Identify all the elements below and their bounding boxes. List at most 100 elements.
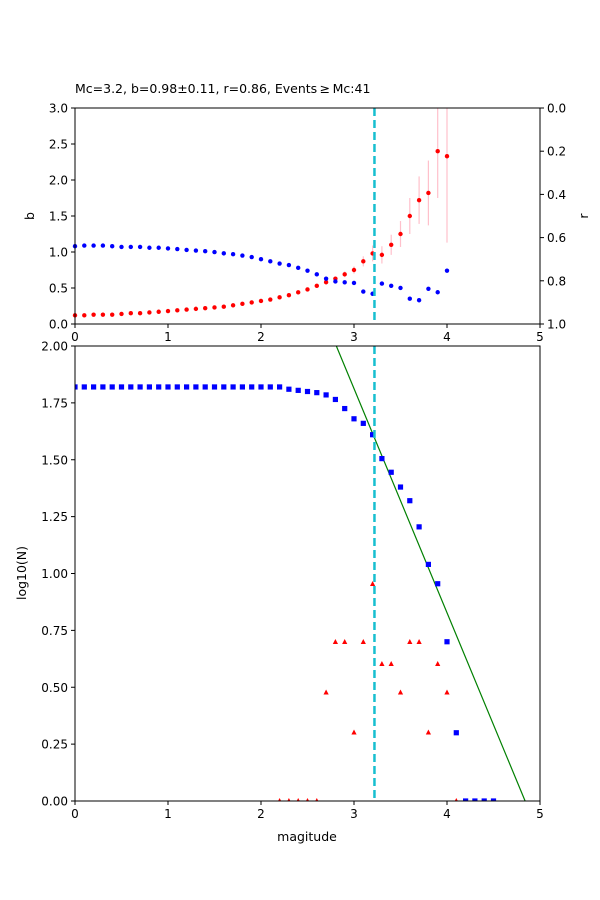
top-y-label: b [22,212,37,220]
r-point [407,296,412,301]
cumulative-point [379,456,385,462]
b-point [175,308,180,313]
cumulative-point [332,396,338,403]
bottom-y-tick-label: 0.50 [41,681,68,695]
top-x-tick-label: 0 [71,330,79,344]
noncumulative-point [407,638,413,644]
top-y-tick-label: 1.0 [49,246,68,260]
b-point [100,312,106,317]
b-point [277,295,282,300]
cumulative-point [165,384,171,390]
b-point [342,272,347,277]
r-point [333,279,338,284]
b-point [203,305,208,311]
cumulative-point [490,798,497,801]
cumulative-point [230,384,236,390]
r-point [435,290,440,295]
r-point [398,285,403,291]
r-point [137,244,143,250]
cumulative-point [304,388,311,395]
top-y-tick-label: 1.5 [49,210,68,224]
noncumulative-point [370,580,376,586]
cumulative-point [91,384,97,390]
cumulative-point [211,384,218,390]
cumulative-point [109,384,115,390]
noncumulative-point [332,638,338,644]
bottom-fit-line [335,346,526,801]
b-point [156,309,161,314]
b-point [379,252,385,258]
noncumulative-point [435,661,441,667]
cumulative-point [156,384,162,390]
r-point [268,259,273,264]
noncumulative-point [315,798,319,801]
cumulative-point [397,484,404,490]
top-x-tick-label: 5 [536,330,544,344]
top-y2-tick-label: 0.8 [547,274,566,288]
r-point [156,245,161,250]
cumulative-point [444,639,450,645]
cumulative-point [463,798,469,801]
cumulative-point [277,384,283,390]
cumulative-point [184,384,190,390]
b-point [184,307,189,312]
bottom-y-tick-label: 1.75 [41,396,68,410]
r-point [416,298,422,303]
bottom-y-label: log10(N) [14,546,29,600]
cumulative-point [370,432,376,438]
bottom-cumulative-series [75,384,497,801]
r-point [361,289,366,294]
noncumulative-point [444,689,450,695]
top-y2-tick-label: 1.0 [547,318,566,332]
bottom-y-tick-label: 0.75 [41,624,68,638]
r-point [305,268,310,273]
r-point [212,249,217,255]
noncumulative-point [296,798,300,801]
bottom-x-label: magitude [277,829,337,844]
cumulative-point [425,561,431,567]
noncumulative-point [342,638,348,644]
top-error-bars [344,108,448,278]
noncumulative-point [323,689,329,695]
bottom-x-tick-label: 4 [443,807,451,821]
cumulative-point [100,384,106,390]
top-x-tick-label: 1 [164,330,172,344]
r-point [277,261,282,266]
cumulative-point [416,524,422,530]
b-point [147,310,152,315]
bottom-noncumulative-series [278,580,458,801]
bottom-x-tick-label: 0 [71,807,79,821]
b-point [286,293,292,298]
fit-line [335,346,526,801]
cumulative-point [193,384,199,390]
r-point [323,276,329,281]
noncumulative-point [397,689,404,695]
noncumulative-point [416,638,422,644]
noncumulative-point [287,798,291,801]
b-point [221,304,226,309]
top-x-tick-label: 4 [443,330,451,344]
b-point [444,154,450,159]
b-point [91,312,96,317]
r-point [286,262,292,268]
cumulative-point [472,798,478,801]
r-point [379,281,385,286]
top-chart-title: Mc=3.2, b=0.98±0.11, r=0.86, Events ≥ Mc… [75,81,370,96]
bottom-x-axis: 0 1 2 3 4 5 [71,801,544,821]
b-point [165,308,171,314]
r-point [128,244,133,250]
cumulative-point [258,384,264,390]
b-point [426,190,431,196]
r-point [184,247,189,253]
b-point [137,311,143,316]
b-point [351,267,357,273]
b-point [398,231,403,237]
r-point [351,280,357,286]
b-point [119,311,124,317]
noncumulative-point [388,661,394,667]
b-point [212,305,217,310]
noncumulative-point [305,798,310,801]
top-y-tick-label: 2.5 [49,138,68,152]
cumulative-point [75,384,78,390]
top-r-series [72,243,450,303]
